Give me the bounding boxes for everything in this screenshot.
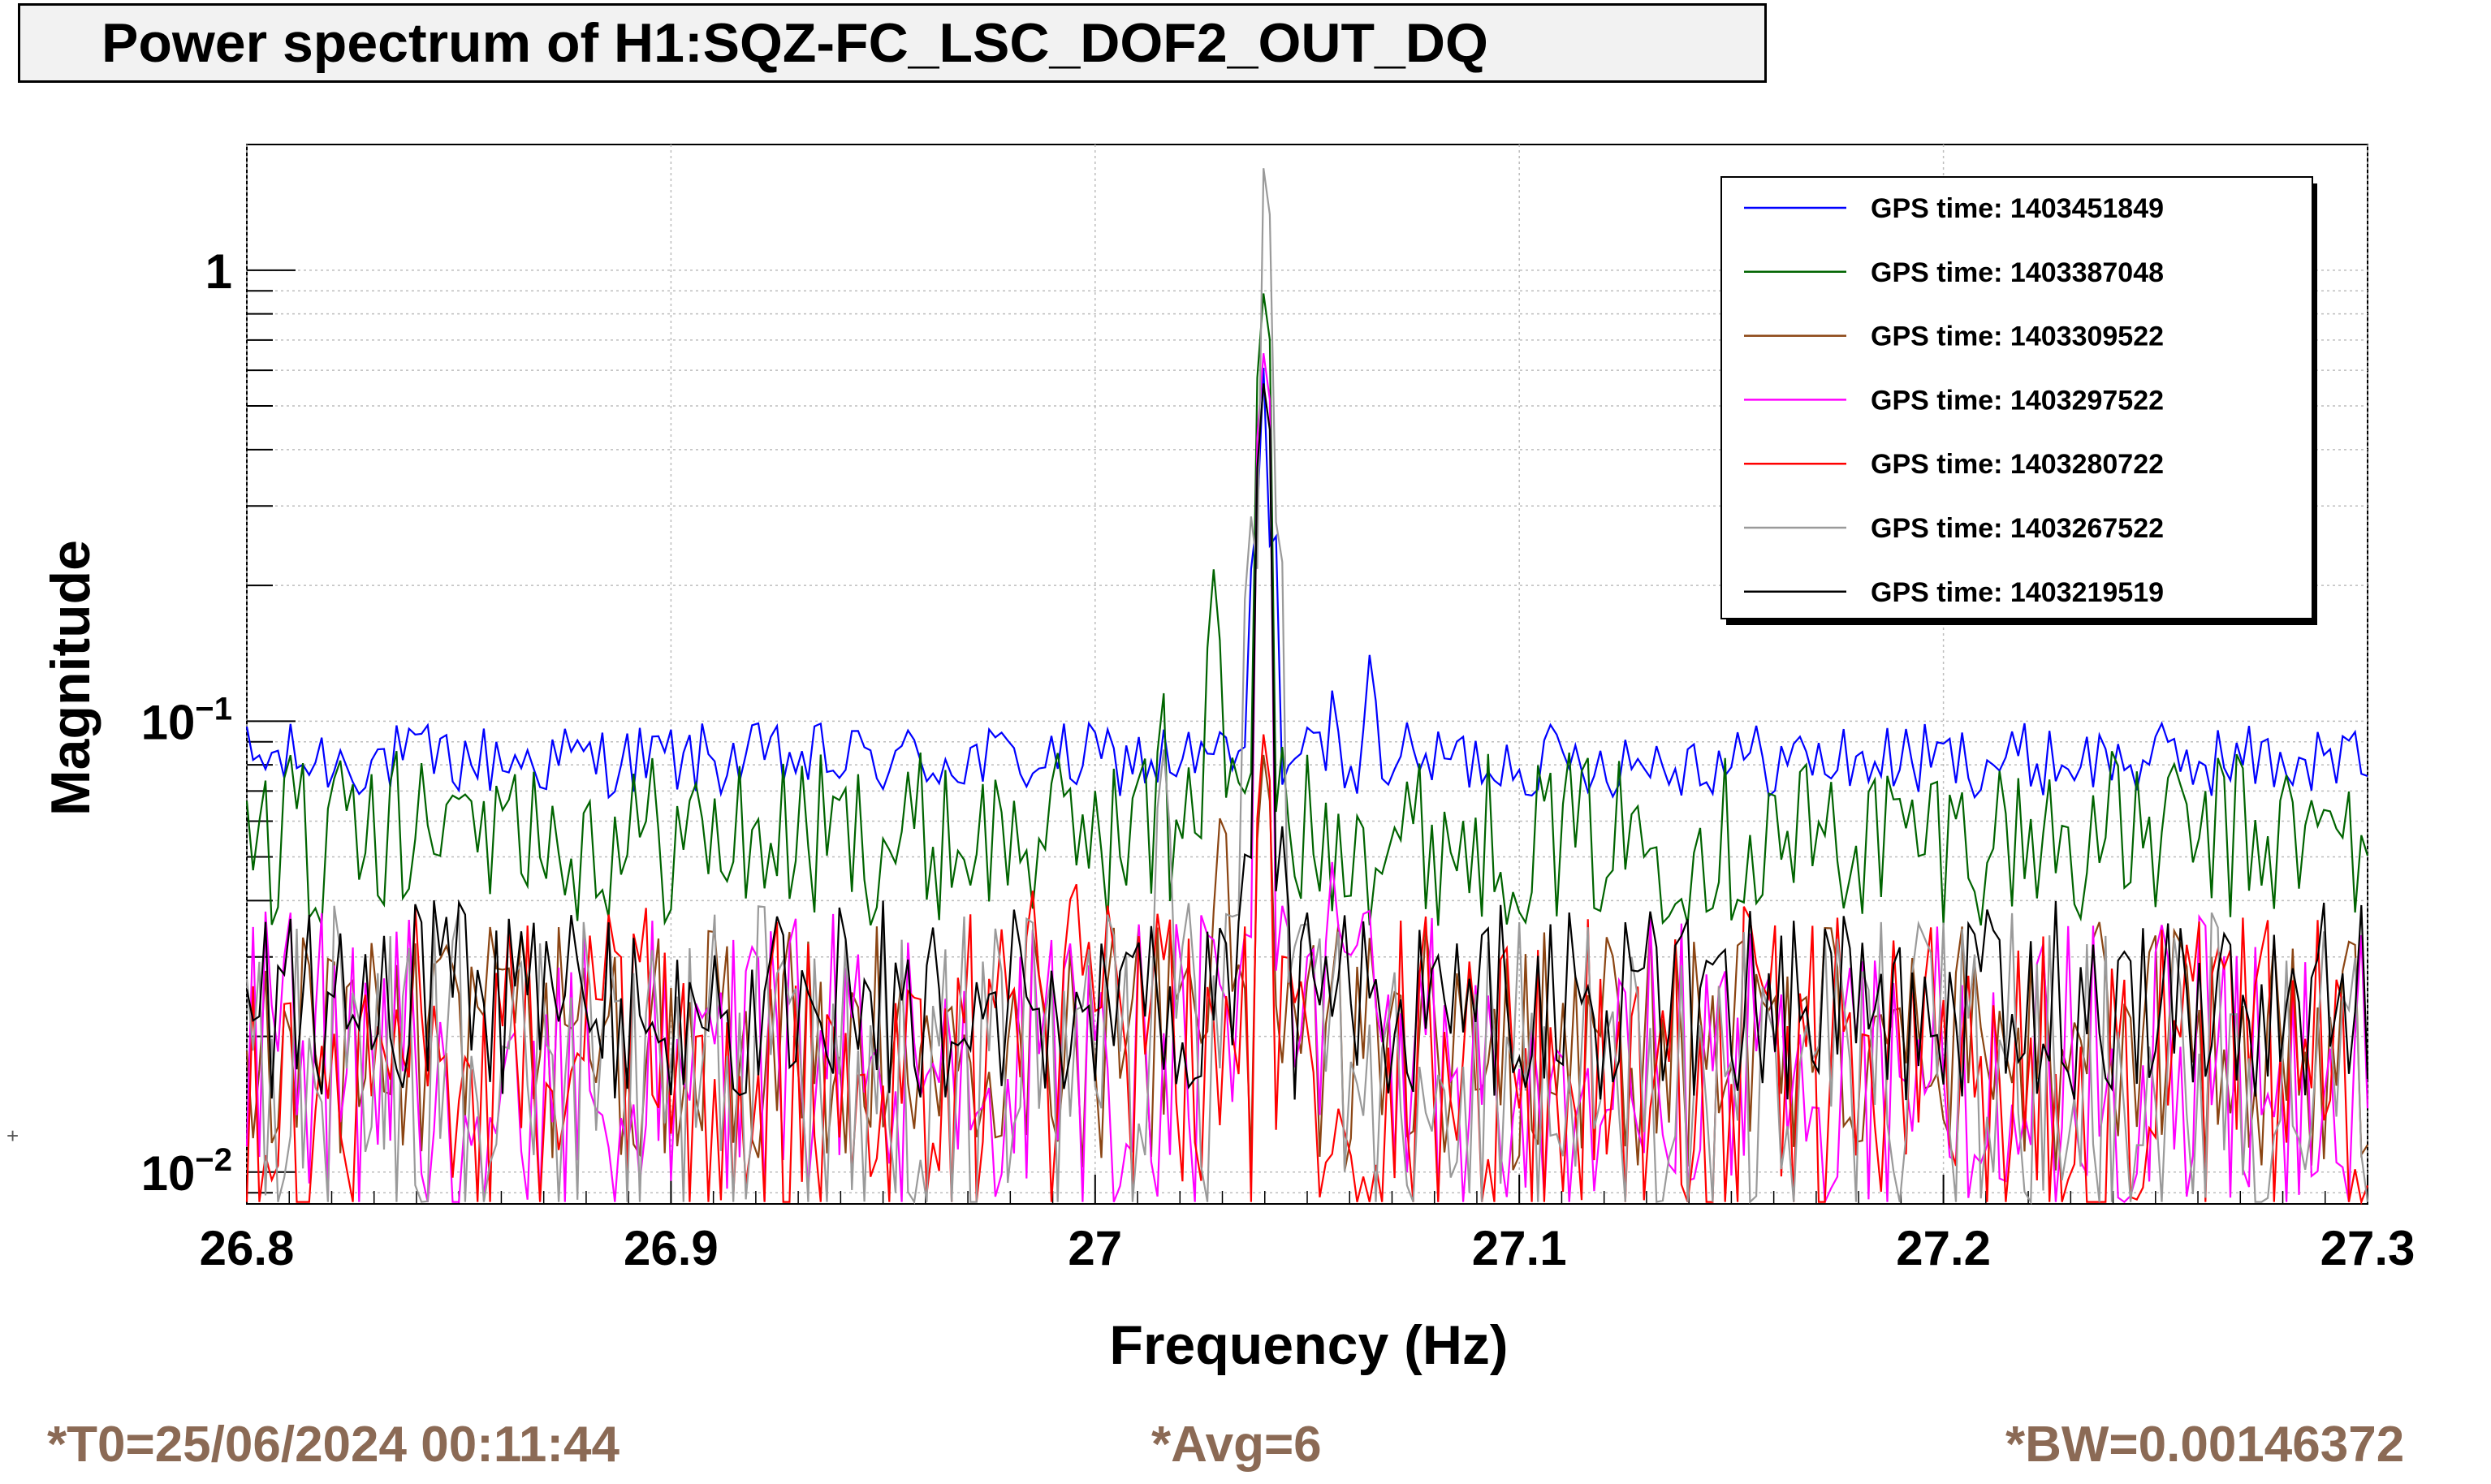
x-tick-label: 27.2	[1896, 1221, 1991, 1275]
x-tick-label: 27.1	[1472, 1221, 1567, 1275]
y-tick-label: 1	[205, 244, 232, 299]
x-tick-label: 27	[1068, 1221, 1122, 1275]
legend-box	[1720, 176, 2313, 619]
footer-bw: *BW=0.00146372	[2005, 1417, 2405, 1473]
series-line	[245, 353, 2369, 1204]
series-line	[245, 168, 2369, 1206]
x-tick-label: 26.9	[624, 1221, 719, 1275]
y-tick-label: 10−1	[141, 691, 232, 749]
chart-title: Power spectrum of H1:SQZ-FC_LSC_DOF2_OUT…	[101, 12, 1488, 74]
series-line	[245, 293, 2369, 926]
series-line	[245, 383, 2369, 1101]
x-axis-label: Frequency (Hz)	[1109, 1314, 1508, 1376]
legend-label: GPS time: 1403309522	[1871, 321, 2164, 352]
grid	[246, 145, 2368, 1204]
legend-label: GPS time: 1403219519	[1871, 577, 2164, 608]
series-line	[245, 734, 2369, 1206]
y-tick-labels: 10−2 10−1 1	[141, 244, 232, 1201]
x-tick-label: 27.3	[2320, 1221, 2415, 1275]
series-lines	[245, 168, 2369, 1206]
x-tick-labels: 26.8 26.9 27 27.1 27.2 27.3	[200, 1221, 2415, 1275]
chart-title-box: Power spectrum of H1:SQZ-FC_LSC_DOF2_OUT…	[18, 3, 1767, 83]
legend-label: GPS time: 1403297522	[1871, 385, 2164, 416]
legend: GPS time: 1403451849 GPS time: 1403387048…	[1720, 176, 2317, 625]
y-axis-label: Magnitude	[40, 540, 101, 816]
legend-label: GPS time: 1403387048	[1871, 257, 2164, 288]
legend-items: GPS time: 1403451849 GPS time: 1403387048…	[1744, 193, 2164, 608]
crosshair-marker: +	[6, 1124, 19, 1148]
legend-label: GPS time: 1403267522	[1871, 513, 2164, 544]
legend-label: GPS time: 1403451849	[1871, 193, 2164, 224]
legend-label: GPS time: 1403280722	[1871, 449, 2164, 480]
series-line	[245, 368, 2368, 800]
y-tick-label: 10−2	[141, 1142, 232, 1201]
footer-avg: *Avg=6	[1151, 1417, 1322, 1473]
x-tick-label: 26.8	[200, 1221, 295, 1275]
footer-t0: *T0=25/06/2024 00:11:44	[47, 1417, 620, 1473]
